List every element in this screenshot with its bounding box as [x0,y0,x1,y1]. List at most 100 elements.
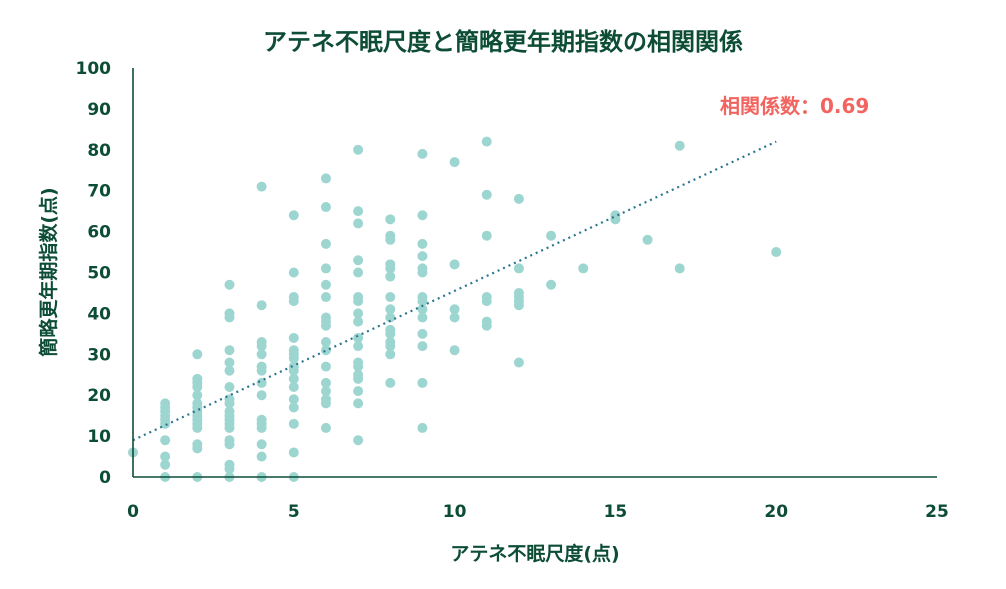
data-point [224,365,235,376]
data-point [192,390,203,401]
data-point [224,345,235,356]
data-point [224,382,235,393]
data-point [353,267,364,278]
data-point [546,230,557,241]
data-point [674,140,685,151]
x-axis-ticks: 0 5 10 15 20 25 [127,502,949,522]
data-point [288,210,299,221]
data-point [192,349,203,360]
data-point [256,414,267,425]
data-point [224,357,235,368]
data-point [417,341,428,352]
y-tick-label: 0 [99,468,111,488]
data-point [160,435,171,446]
x-tick-label: 15 [604,502,628,522]
data-point [353,369,364,380]
data-point [320,394,331,405]
data-point [320,337,331,348]
data-point [481,292,492,303]
x-tick-label: 5 [288,502,300,522]
data-point [385,349,396,360]
data-point [417,312,428,323]
data-point [320,292,331,303]
data-point [417,328,428,339]
data-point [353,341,364,352]
data-point [385,377,396,388]
y-tick-label: 70 [87,182,111,202]
data-point [353,386,364,397]
data-point [481,316,492,327]
data-point [385,292,396,303]
data-point [353,398,364,409]
data-point [385,324,396,335]
data-point [417,238,428,249]
x-tick-label: 20 [764,502,788,522]
data-point [385,230,396,241]
data-point [513,263,524,274]
data-point [320,173,331,184]
data-point [320,386,331,397]
data-point [256,181,267,192]
data-point [320,202,331,213]
data-point [417,148,428,159]
data-point [192,398,203,409]
data-point [192,439,203,450]
data-point [320,345,331,356]
data-point [513,193,524,204]
data-point [513,357,524,368]
y-tick-label: 60 [87,223,111,243]
data-point [481,230,492,241]
data-point [288,267,299,278]
data-point [417,422,428,433]
data-point [320,377,331,388]
data-point [256,390,267,401]
data-point [256,361,267,372]
data-point [353,308,364,319]
data-point [288,345,299,356]
y-axis-label: 簡略更年期指数(点) [37,187,60,356]
data-point [288,394,299,405]
data-point [320,312,331,323]
data-point [192,373,203,384]
y-tick-label: 80 [87,141,111,161]
data-point [385,337,396,348]
data-point [288,292,299,303]
data-point [224,435,235,446]
data-point [224,406,235,417]
data-point [385,259,396,270]
data-point [546,279,557,290]
data-point [288,382,299,393]
data-point [449,312,460,323]
data-point [320,361,331,372]
data-point [353,357,364,368]
y-tick-label: 90 [87,100,111,120]
data-point [224,459,235,470]
data-point [320,238,331,249]
y-tick-label: 40 [87,304,111,324]
data-point [320,422,331,433]
data-point [288,373,299,384]
data-point [353,255,364,266]
data-point [353,332,364,343]
x-tick-label: 10 [443,502,467,522]
data-point [771,247,782,258]
data-point [160,459,171,470]
data-point [481,189,492,200]
data-point [449,157,460,168]
y-tick-label: 30 [87,345,111,365]
data-point [481,136,492,147]
data-point [224,394,235,405]
data-point [353,218,364,229]
y-tick-label: 50 [87,264,111,284]
x-tick-label: 25 [925,502,949,522]
data-point [256,451,267,462]
data-point [256,300,267,311]
data-point [353,206,364,217]
data-point [417,292,428,303]
data-point [449,304,460,315]
y-axis-ticks: 0 10 20 30 40 50 60 70 80 90 100 [76,59,112,488]
data-point [256,337,267,348]
data-point [578,263,589,274]
data-point [353,292,364,303]
